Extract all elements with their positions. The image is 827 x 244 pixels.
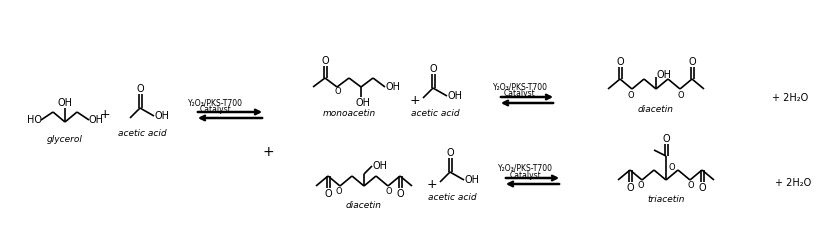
Text: O: O <box>698 183 705 193</box>
Text: O: O <box>626 183 633 193</box>
Text: O: O <box>688 57 696 67</box>
Text: +: + <box>100 109 110 122</box>
Text: OH: OH <box>657 70 672 80</box>
Text: Catalyst: Catalyst <box>509 171 541 180</box>
Text: +: + <box>409 93 420 106</box>
Text: Y₂O₃/PKS-T700: Y₂O₃/PKS-T700 <box>493 82 547 92</box>
Text: acetic acid: acetic acid <box>117 129 166 138</box>
Text: O: O <box>688 182 695 191</box>
Text: diacetin: diacetin <box>346 202 382 211</box>
Text: O: O <box>335 88 342 96</box>
Text: O: O <box>385 187 392 196</box>
Text: O: O <box>638 182 644 191</box>
Text: O: O <box>429 64 437 74</box>
Text: OH: OH <box>88 115 103 125</box>
Text: OH: OH <box>155 111 170 121</box>
Text: OH: OH <box>465 175 480 185</box>
Text: OH: OH <box>356 98 370 108</box>
Text: O: O <box>616 57 624 67</box>
Text: O: O <box>324 189 332 199</box>
Text: acetic acid: acetic acid <box>428 193 476 202</box>
Text: OH: OH <box>58 98 73 108</box>
Text: Catalyst: Catalyst <box>504 90 536 99</box>
Text: Catalyst: Catalyst <box>199 105 231 114</box>
Text: triacetin: triacetin <box>648 195 685 204</box>
Text: O: O <box>396 189 404 199</box>
Text: glycerol: glycerol <box>47 135 83 144</box>
Text: +: + <box>262 145 274 159</box>
Text: OH: OH <box>385 82 400 92</box>
Text: OH: OH <box>372 161 388 171</box>
Text: Y₂O₃/PKS-T700: Y₂O₃/PKS-T700 <box>188 99 242 108</box>
Text: Y₂O₃/PKS-T700: Y₂O₃/PKS-T700 <box>498 163 552 173</box>
Text: O: O <box>136 84 144 94</box>
Text: O: O <box>677 91 684 100</box>
Text: + 2H₂O: + 2H₂O <box>775 178 811 188</box>
Text: diacetin: diacetin <box>638 104 674 113</box>
Text: + 2H₂O: + 2H₂O <box>772 93 808 103</box>
Text: +: + <box>427 179 437 192</box>
Text: O: O <box>321 56 329 66</box>
Text: O: O <box>662 134 670 144</box>
Text: O: O <box>669 163 676 173</box>
Text: acetic acid: acetic acid <box>411 109 459 118</box>
Text: monoacetin: monoacetin <box>323 109 375 118</box>
Text: O: O <box>447 148 454 158</box>
Text: HO: HO <box>26 115 41 125</box>
Text: O: O <box>628 91 634 100</box>
Text: O: O <box>336 187 342 196</box>
Text: OH: OH <box>447 91 462 101</box>
